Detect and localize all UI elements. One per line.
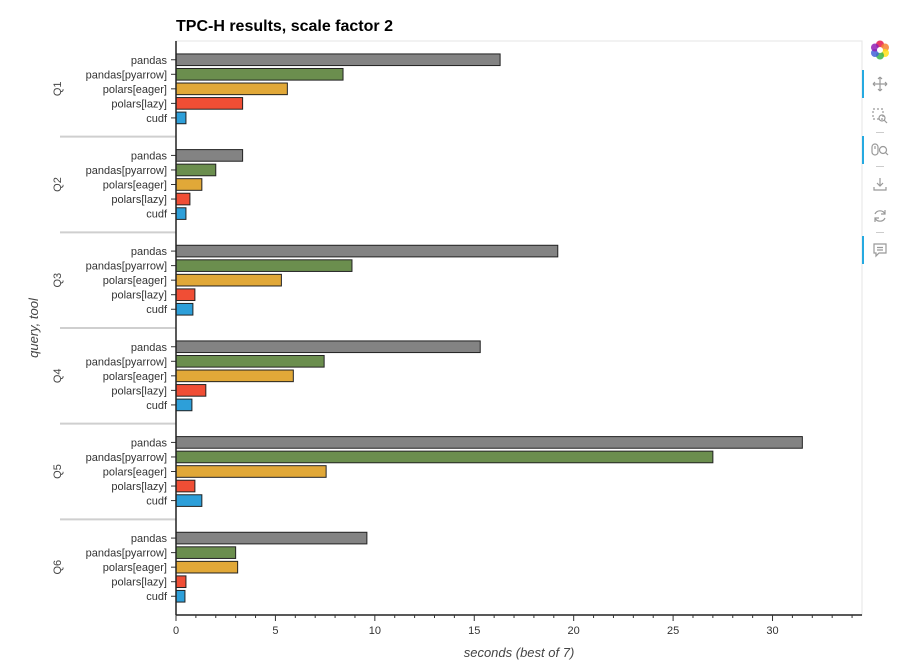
y-tick-label: cudf xyxy=(146,400,168,412)
y-tick-label: polars[eager] xyxy=(103,275,167,287)
bar xyxy=(175,149,244,162)
y-tick-label: polars[lazy] xyxy=(111,481,167,493)
bar xyxy=(175,531,368,545)
y-tick-label: polars[lazy] xyxy=(111,98,167,110)
y-tick-label: pandas xyxy=(131,437,168,449)
group-label: Q5 xyxy=(52,464,64,479)
y-axis-label: query, tool xyxy=(26,297,41,358)
y-tick-label: polars[eager] xyxy=(103,84,167,96)
x-tick-label: 30 xyxy=(766,625,778,637)
y-tick-label: pandas[pyarrow] xyxy=(86,165,167,177)
y-tick-label: polars[lazy] xyxy=(111,577,167,589)
y-tick-label: polars[eager] xyxy=(103,562,167,574)
bar xyxy=(175,465,327,478)
y-tick-label: cudf xyxy=(146,113,168,125)
bar xyxy=(175,436,803,449)
hover-icon[interactable] xyxy=(862,236,898,264)
y-tick-label: pandas[pyarrow] xyxy=(86,356,167,368)
pan-icon[interactable] xyxy=(862,70,898,98)
bar xyxy=(175,479,196,493)
y-tick-label: polars[eager] xyxy=(103,180,167,192)
y-tick-label: pandas xyxy=(131,246,168,258)
y-tick-label: cudf xyxy=(146,591,168,603)
bar xyxy=(175,111,187,125)
group-label: Q4 xyxy=(52,368,64,383)
bar xyxy=(175,384,207,397)
group-label: Q1 xyxy=(52,81,64,96)
bar xyxy=(175,354,325,368)
bar xyxy=(175,494,203,507)
bar xyxy=(175,340,481,354)
group-label: Q2 xyxy=(52,177,64,192)
y-tick-label: polars[lazy] xyxy=(111,194,167,206)
bar xyxy=(175,67,344,81)
bar xyxy=(175,244,559,258)
bar xyxy=(175,302,194,316)
group-label: Q3 xyxy=(52,273,64,288)
x-axis-label: seconds (best of 7) xyxy=(464,645,575,660)
x-tick-label: 15 xyxy=(468,625,480,637)
bar xyxy=(175,589,186,603)
bar xyxy=(175,450,714,464)
bar xyxy=(175,288,196,302)
bar xyxy=(175,575,187,589)
save-icon[interactable] xyxy=(862,170,898,198)
y-tick-label: pandas xyxy=(131,342,168,354)
bar xyxy=(175,369,294,383)
bar xyxy=(175,53,501,67)
toolbar-divider xyxy=(876,166,884,167)
y-tick-label: cudf xyxy=(146,304,168,316)
bar xyxy=(175,178,203,191)
bar xyxy=(175,82,288,96)
y-tick-label: cudf xyxy=(146,496,168,508)
toolbar-divider xyxy=(876,132,884,133)
y-tick-label: pandas xyxy=(131,55,168,67)
bar xyxy=(175,273,282,287)
bar xyxy=(175,207,187,220)
reset-icon[interactable] xyxy=(862,202,898,230)
bar xyxy=(175,163,217,177)
plot-frame xyxy=(175,40,863,616)
bar xyxy=(175,398,193,412)
y-tick-label: cudf xyxy=(146,209,168,221)
y-tick-label: pandas xyxy=(131,533,168,545)
y-tick-label: pandas[pyarrow] xyxy=(86,261,167,273)
x-tick-label: 0 xyxy=(173,625,179,637)
bar xyxy=(175,192,191,206)
x-tick-label: 20 xyxy=(568,625,580,637)
toolbar-divider xyxy=(876,232,884,233)
bar xyxy=(175,97,244,110)
bokeh-logo-icon[interactable] xyxy=(862,36,898,64)
y-tick-label: polars[eager] xyxy=(103,467,167,479)
bar xyxy=(175,560,239,574)
y-tick-label: pandas[pyarrow] xyxy=(86,452,167,464)
x-tick-label: 5 xyxy=(272,625,278,637)
y-tick-label: polars[lazy] xyxy=(111,290,167,302)
x-tick-label: 10 xyxy=(369,625,381,637)
y-tick-label: polars[eager] xyxy=(103,371,167,383)
wheel-zoom-icon[interactable] xyxy=(862,136,898,164)
bar xyxy=(175,546,237,559)
y-tick-label: polars[lazy] xyxy=(111,385,167,397)
bar xyxy=(175,259,353,272)
toolbar xyxy=(862,36,898,276)
group-label: Q6 xyxy=(52,560,64,575)
y-tick-label: pandas[pyarrow] xyxy=(86,548,167,560)
y-tick-label: pandas xyxy=(131,150,168,162)
chart-title: TPC-H results, scale factor 2 xyxy=(176,18,393,35)
y-tick-label: pandas[pyarrow] xyxy=(86,69,167,81)
x-tick-label: 25 xyxy=(667,625,679,637)
box-zoom-icon[interactable] xyxy=(862,102,898,130)
